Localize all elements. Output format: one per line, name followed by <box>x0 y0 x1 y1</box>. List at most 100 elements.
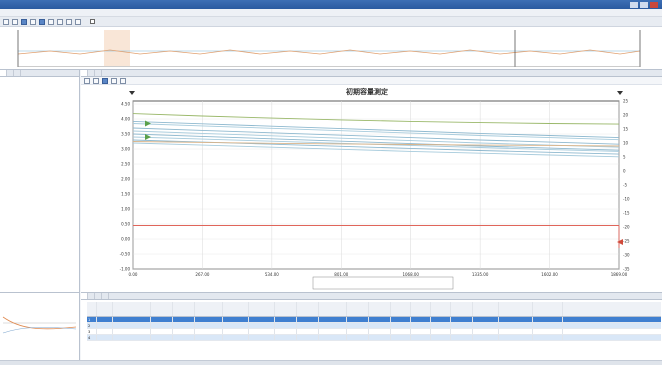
table-header-cell[interactable] <box>451 302 473 316</box>
table-cell <box>113 335 151 340</box>
tab-list[interactable] <box>88 70 95 76</box>
x-tick-label: 801.00 <box>334 272 348 277</box>
main-toolbar <box>0 17 662 27</box>
table-header-cell[interactable] <box>473 302 499 316</box>
zoom-icon[interactable] <box>93 77 99 84</box>
table-cell <box>195 317 223 322</box>
tab-cycle-data[interactable] <box>95 293 102 299</box>
new-file-icon[interactable] <box>3 18 9 25</box>
mini-preview-chart <box>2 316 77 334</box>
tab-statistics[interactable] <box>102 293 109 299</box>
minimize-button[interactable] <box>630 1 638 8</box>
table-header-cell[interactable] <box>391 302 411 316</box>
table-cell <box>347 323 369 328</box>
table-cell <box>97 317 113 322</box>
print-icon[interactable] <box>30 18 36 25</box>
table-header-cell[interactable] <box>97 302 113 316</box>
table-header-cell[interactable] <box>431 302 451 316</box>
table-cell <box>173 323 195 328</box>
table-cell <box>249 329 275 334</box>
settings-icon[interactable] <box>75 18 81 25</box>
tab-results[interactable] <box>81 293 88 299</box>
x-tick-label: 1335.00 <box>472 272 489 277</box>
y-left-tick-label: 0.00 <box>121 237 130 242</box>
table-cell: 4 <box>87 335 97 340</box>
tree-item[interactable] <box>2 219 77 224</box>
mini-preview-panel <box>0 292 80 360</box>
table-header <box>87 302 661 317</box>
table-row[interactable]: 4 <box>87 335 661 341</box>
table-cell: 1 <box>87 317 97 322</box>
tab-report[interactable] <box>95 70 102 76</box>
zoom-in-icon[interactable] <box>57 18 63 25</box>
pointer-icon[interactable] <box>84 77 90 84</box>
tab-measurement-data[interactable] <box>88 293 95 299</box>
axis-settings-icon[interactable] <box>120 77 126 84</box>
series-line-4 <box>132 127 620 145</box>
y-right-tick-label: 20 <box>623 113 629 118</box>
table-icon[interactable] <box>48 18 54 25</box>
x-tick-label: 534.00 <box>265 272 279 277</box>
range-marker-right-icon <box>617 91 623 95</box>
table-cell <box>113 317 151 322</box>
table-header-cell[interactable] <box>87 302 97 316</box>
cursor-marker-red-icon <box>617 239 623 245</box>
pan-icon[interactable] <box>102 77 108 84</box>
tab-test-info[interactable] <box>7 70 14 76</box>
open-folder-icon[interactable] <box>12 18 18 25</box>
series-line-2 <box>132 120 620 139</box>
table-header-cell[interactable] <box>249 302 275 316</box>
table-header-cell[interactable] <box>151 302 173 316</box>
table-header-cell[interactable] <box>297 302 319 316</box>
table-cell <box>319 323 347 328</box>
table-header-cell[interactable] <box>319 302 347 316</box>
close-button[interactable] <box>650 1 658 8</box>
chart-icon[interactable] <box>39 18 45 25</box>
cursor-marker-green-icon <box>145 120 151 127</box>
save-icon[interactable] <box>21 18 27 25</box>
option-checkbox[interactable] <box>90 19 95 24</box>
maximize-button[interactable] <box>640 1 648 8</box>
table-cell <box>347 335 369 340</box>
table-cell <box>451 317 473 322</box>
table-header-cell[interactable] <box>113 302 151 316</box>
table-row[interactable]: 3 <box>87 329 661 335</box>
range-marker-left-icon <box>129 91 135 95</box>
table-cell <box>369 335 391 340</box>
table-header-cell[interactable] <box>347 302 369 316</box>
y-right-tick-label: 15 <box>623 127 629 132</box>
table-header-cell[interactable] <box>173 302 195 316</box>
fit-icon[interactable] <box>111 77 117 84</box>
series-line-10 <box>132 141 620 147</box>
table-header-cell[interactable] <box>369 302 391 316</box>
tab-graph[interactable] <box>81 70 88 76</box>
tab-test-results[interactable] <box>14 70 21 76</box>
y-left-tick-label: -1.00 <box>120 267 131 272</box>
capacity-chart[interactable]: 0.00 267.00 534.00 801.00 1068.00 1335.00 1602… <box>81 85 662 292</box>
table-header-cell[interactable] <box>499 302 533 316</box>
project-tree[interactable] <box>0 77 79 227</box>
table-header-cell[interactable] <box>223 302 249 316</box>
table-row[interactable]: 1 <box>87 317 661 323</box>
bottom-tabs <box>81 293 662 300</box>
table-cell <box>275 329 297 334</box>
table-cell <box>249 323 275 328</box>
table-header-cell[interactable] <box>411 302 431 316</box>
tab-project[interactable] <box>0 70 7 76</box>
table-cell <box>223 323 249 328</box>
table-header-cell[interactable] <box>533 302 563 316</box>
table-row[interactable]: 2 <box>87 323 661 329</box>
table-cell <box>319 335 347 340</box>
table-header-cell[interactable] <box>275 302 297 316</box>
title-bar <box>0 0 662 9</box>
table-header-cell[interactable] <box>195 302 223 316</box>
table-cell <box>151 323 173 328</box>
y-right-tick-label: -25 <box>623 239 630 244</box>
zoom-out-icon[interactable] <box>66 18 72 25</box>
cursor-marker-green-icon <box>145 134 151 140</box>
table-cell <box>369 329 391 334</box>
overview-timeline[interactable] <box>0 27 662 70</box>
table-cell <box>533 335 563 340</box>
y-left-tick-label: 3.00 <box>121 147 130 152</box>
